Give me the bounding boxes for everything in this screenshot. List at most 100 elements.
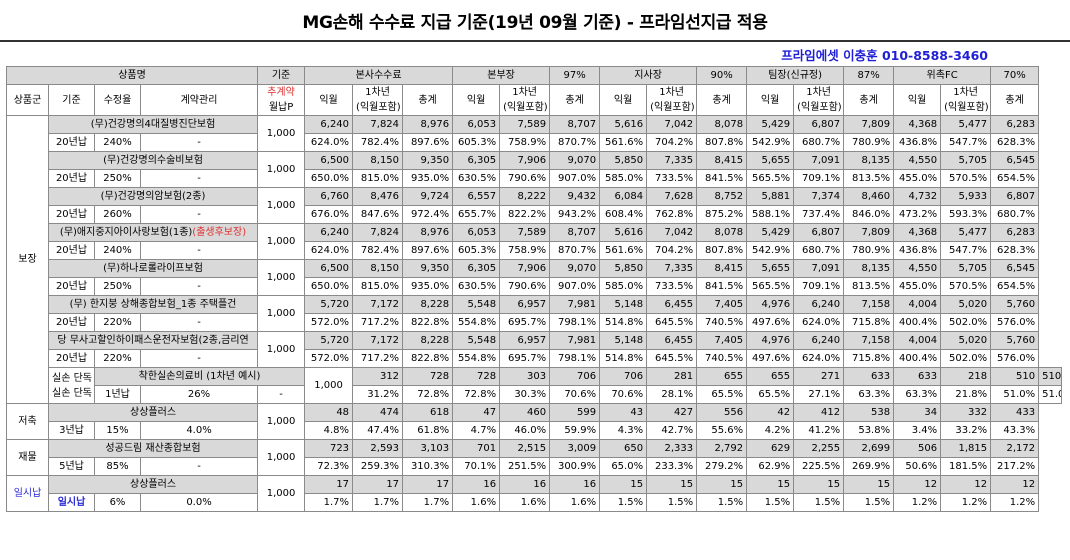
base-amount: 1,000 [257,403,306,440]
amount-cell: 8,476 [352,187,404,206]
amount-cell: 6,053 [452,115,501,134]
amount-cell: 8,150 [352,259,404,278]
amount-cell: 4,550 [893,259,942,278]
header-sub-1year-bottom: (익월포함) [356,102,401,113]
product-group-label: 실손 단독 [52,387,92,399]
amount-cell: 7,906 [499,151,551,170]
percent-cell: 572.0% [304,313,354,332]
percent-cell: 269.9% [843,457,895,476]
percent-cell: 1.2% [940,493,992,512]
percent-cell: 870.7% [549,133,601,152]
percent-cell: 624.0% [793,313,845,332]
percent-cell: 547.7% [940,241,992,260]
percent-cell: 497.6% [746,313,795,332]
percent-cell: 1.5% [599,493,648,512]
payment-term: 1년납 [94,385,141,404]
percent-cell: 704.2% [646,133,698,152]
percent-cell: 822.8% [402,313,454,332]
base-amount: 1,000 [257,295,306,332]
amount-cell: 8,415 [696,259,748,278]
percent-cell: 565.5% [746,169,795,188]
adjust-rate: 240% [94,133,141,152]
payment-term: 20년납 [48,133,95,152]
header-hq-fee: 본사수수료 [304,66,454,85]
percent-cell: 300.9% [549,457,601,476]
header-sub-1year: 1차년 (익월포함) [499,84,551,116]
amount-cell: 2,255 [793,439,845,458]
header-sub-1year-top: 1차년 [512,87,537,98]
amount-cell: 6,957 [499,295,551,314]
percent-cell: 907.0% [549,277,601,296]
percent-cell: 233.3% [646,457,698,476]
percent-cell: 758.9% [499,133,551,152]
percent-cell: 645.5% [646,313,698,332]
percent-cell: 807.8% [696,133,748,152]
percent-cell: 807.8% [696,241,748,260]
amount-cell: 9,070 [549,151,601,170]
percent-cell: 72.3% [304,457,354,476]
percent-cell: 740.5% [696,313,748,332]
product-group-label: 저축 [18,416,37,427]
table-row: (무)건강명의수술비보험 1,000 6,500 8,150 9,350 6,305 7,9… [7,151,1062,188]
amount-cell: 8,228 [402,331,454,350]
percent-cell: 630.5% [452,169,501,188]
percent-cell: 841.5% [696,169,748,188]
percent-cell: 455.0% [893,277,942,296]
percent-cell: 780.9% [843,241,895,260]
amount-cell: 5,020 [940,331,992,350]
amount-cell: 5,760 [990,331,1040,350]
table-row: (무)건강명의암보험(2종) 1,000 6,760 8,476 9,724 6,557 8… [7,187,1062,224]
amount-cell: 655 [746,367,795,386]
percent-cell: 907.0% [549,169,601,188]
percent-cell: 680.7% [793,133,845,152]
percent-cell: 628.3% [990,133,1040,152]
contract-management: - [139,133,259,152]
amount-cell: 48 [304,403,354,422]
payment-term: 3년납 [48,421,95,440]
percent-cell: 709.1% [793,277,845,296]
amount-cell: 556 [696,403,748,422]
amount-cell: 633 [843,367,895,386]
header-sub-ikwol: 익월 [304,84,354,116]
amount-cell: 8,976 [402,115,454,134]
amount-cell: 5,429 [746,115,795,134]
product-name-text: (무)건강명의수술비보험 [103,155,203,166]
percent-cell: 847.6% [352,205,404,224]
percent-cell: 497.6% [746,349,795,368]
percent-cell: 542.9% [746,133,795,152]
amount-cell: 6,957 [499,331,551,350]
amount-cell: 7,589 [499,223,551,242]
percent-cell: 1.5% [843,493,895,512]
percent-cell: 815.0% [352,277,404,296]
percent-cell: 4.7% [452,421,501,440]
amount-cell: 303 [499,367,551,386]
header-sub-total: 총계 [843,84,895,116]
product-name: 성공드림 재산종합보험 [47,439,259,458]
adjust-rate: 240% [94,241,141,260]
adjust-rate: 26% [139,385,259,404]
amount-cell: 8,228 [402,295,454,314]
percent-cell: 846.0% [843,205,895,224]
header-timjang: 팀장(신규정) [746,66,845,85]
percent-cell: 740.5% [696,349,748,368]
percent-cell: 436.8% [893,133,942,152]
product-group: 재물 [6,439,49,476]
payment-term: 20년납 [48,313,95,332]
percent-cell: 576.0% [990,349,1040,368]
percent-cell: 576.0% [990,313,1040,332]
base-amount: 1,000 [257,223,306,260]
percent-cell: 72.8% [452,385,501,404]
amount-cell: 4,976 [746,295,795,314]
percent-cell: 782.4% [352,133,404,152]
product-name: (무)애지중지아이사랑보험(1종)(출생후보장) [47,223,259,242]
percent-cell: 561.6% [599,133,648,152]
percent-cell: 4.8% [304,421,354,440]
product-group: 일시납 [6,475,49,512]
percent-cell: 31.2% [352,385,404,404]
adjust-rate: 250% [94,169,141,188]
header-sub-1year: 1차년 (익월포함) [352,84,404,116]
amount-cell: 7,042 [646,115,698,134]
percent-cell: 650.0% [304,277,354,296]
percent-cell: 565.5% [746,277,795,296]
percent-cell: 645.5% [646,349,698,368]
